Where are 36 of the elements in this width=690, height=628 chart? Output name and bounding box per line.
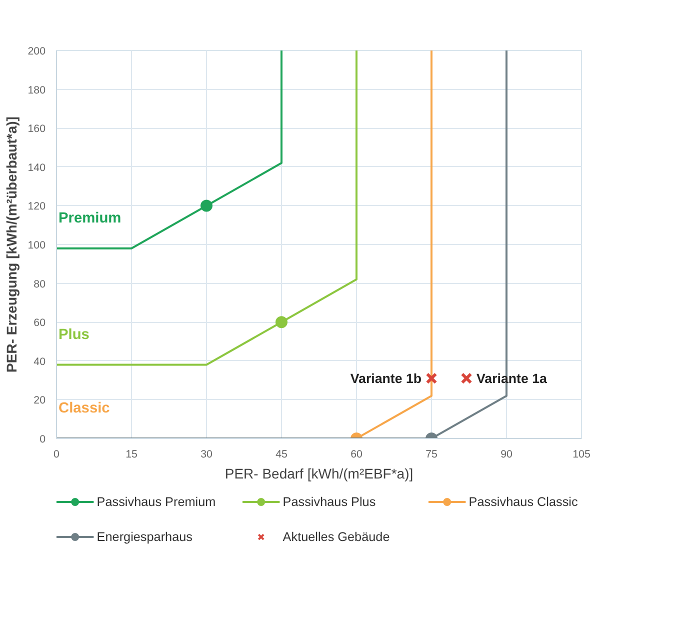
x-tick-label: 15 (126, 448, 138, 460)
legend-label: Energiesparhaus (96, 530, 193, 544)
y-tick-label: 60 (34, 317, 46, 330)
line-series (56, 50, 358, 366)
point (426, 372, 438, 384)
y-tick-label: 200 (28, 46, 46, 58)
point (460, 372, 472, 384)
legend-label: Passivhaus Plus (282, 495, 376, 509)
x-axis-title: PER- Bedarf [kWh/(m²EBF*a)] (224, 466, 414, 482)
y-tick-label: 80 (34, 278, 46, 290)
annotation: Plus (58, 326, 90, 343)
x-tick-label: 90 (500, 448, 512, 460)
annotation: Premium (58, 210, 122, 226)
y-tick-label: 20 (34, 394, 46, 407)
y-axis-title: PER- Erzeugung [kWh/(m²überbaut*a)] (4, 116, 20, 372)
y-tick-label: 120 (28, 200, 46, 213)
y-tick-label: 140 (28, 162, 46, 174)
line-series (56, 50, 282, 250)
y-tick-label: 100 (28, 240, 46, 252)
annotation: Classic (58, 400, 110, 416)
y-tick-label: 180 (28, 84, 46, 96)
annotation: Variante 1b (350, 370, 422, 386)
y-tick-label: 0 (40, 434, 46, 446)
legend-label: Passivhaus Premium (96, 495, 216, 509)
legend-label: Aktuelles Gebäude (282, 530, 390, 544)
point (276, 316, 288, 328)
x-tick-label: 0 (54, 448, 60, 460)
legend-label: Passivhaus Classic (468, 495, 578, 509)
x-tick-label: 60 (350, 448, 362, 460)
point (200, 200, 212, 212)
y-tick-label: 40 (34, 356, 46, 368)
y-tick-label: 160 (28, 123, 46, 136)
x-tick-label: 75 (426, 448, 438, 460)
x-tick-label: 45 (276, 448, 288, 460)
x-tick-label: 30 (200, 448, 212, 460)
x-tick-label: 105 (572, 448, 590, 460)
